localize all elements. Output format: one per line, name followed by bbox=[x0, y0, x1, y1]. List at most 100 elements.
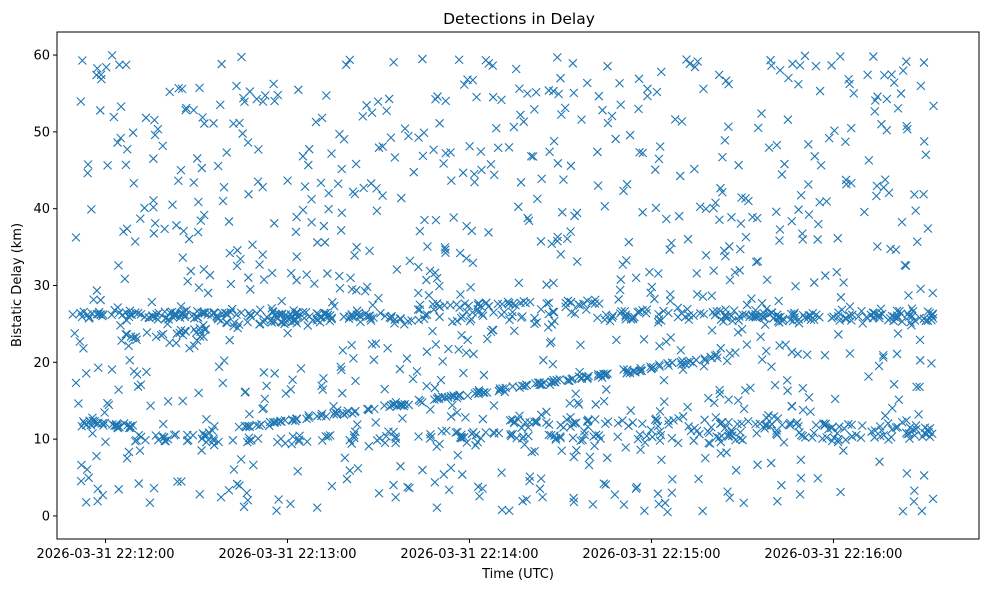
data-point bbox=[101, 437, 110, 447]
data-point bbox=[457, 330, 466, 340]
data-point bbox=[476, 147, 486, 156]
data-point bbox=[195, 83, 204, 93]
data-point bbox=[667, 433, 677, 443]
data-point bbox=[549, 136, 559, 146]
x-tick-label: 2026-03-31 22:14:00 bbox=[400, 547, 538, 562]
data-point bbox=[432, 394, 442, 404]
data-point bbox=[547, 239, 557, 249]
data-point bbox=[517, 434, 527, 443]
data-point bbox=[269, 218, 279, 228]
data-point bbox=[553, 232, 563, 242]
data-point bbox=[376, 308, 385, 318]
data-point bbox=[772, 140, 782, 150]
data-point bbox=[245, 87, 255, 96]
data-point bbox=[653, 421, 663, 431]
data-point bbox=[536, 410, 546, 420]
data-point bbox=[391, 492, 401, 502]
data-point bbox=[324, 204, 334, 214]
data-point bbox=[839, 278, 848, 287]
data-point bbox=[497, 468, 506, 477]
data-point bbox=[431, 339, 441, 349]
data-point bbox=[462, 221, 472, 231]
data-point bbox=[665, 290, 675, 299]
data-point bbox=[390, 318, 399, 328]
data-point bbox=[572, 445, 581, 455]
data-point bbox=[113, 422, 123, 432]
data-point bbox=[214, 437, 223, 447]
data-point bbox=[203, 288, 213, 298]
data-point bbox=[422, 310, 432, 320]
data-point bbox=[199, 264, 209, 274]
data-point bbox=[769, 313, 778, 323]
data-point bbox=[740, 385, 750, 395]
data-point bbox=[288, 375, 297, 385]
data-point bbox=[151, 332, 161, 342]
data-point bbox=[781, 340, 790, 350]
data-point bbox=[590, 441, 599, 451]
data-point bbox=[433, 92, 442, 101]
data-point bbox=[826, 423, 836, 433]
data-point bbox=[165, 308, 175, 318]
data-point bbox=[244, 433, 254, 443]
data-point bbox=[121, 60, 131, 70]
data-point bbox=[764, 143, 774, 152]
data-point bbox=[414, 315, 424, 325]
data-point bbox=[461, 412, 470, 422]
data-point bbox=[710, 310, 720, 320]
data-point bbox=[664, 308, 673, 318]
data-point bbox=[469, 349, 478, 359]
data-point bbox=[569, 497, 579, 507]
data-point bbox=[516, 177, 526, 187]
data-point bbox=[176, 301, 186, 311]
data-point bbox=[272, 437, 282, 447]
data-point bbox=[88, 416, 98, 426]
data-point bbox=[335, 283, 345, 293]
data-point bbox=[737, 419, 747, 429]
data-point bbox=[694, 474, 703, 484]
data-point bbox=[651, 203, 661, 213]
data-point bbox=[738, 435, 747, 445]
data-point bbox=[380, 401, 389, 410]
data-point bbox=[562, 234, 572, 244]
data-point bbox=[312, 503, 322, 512]
data-point bbox=[727, 425, 736, 435]
data-point bbox=[88, 428, 97, 438]
data-point bbox=[270, 311, 280, 321]
data-point bbox=[83, 160, 93, 169]
data-point bbox=[714, 433, 724, 443]
data-point bbox=[145, 498, 155, 508]
data-point bbox=[259, 275, 269, 285]
data-point bbox=[215, 100, 225, 110]
data-point bbox=[911, 206, 921, 215]
data-point bbox=[403, 482, 413, 492]
data-point bbox=[150, 130, 160, 140]
data-point bbox=[919, 58, 929, 67]
data-point bbox=[267, 317, 277, 327]
data-point bbox=[400, 124, 410, 134]
data-point bbox=[661, 337, 671, 347]
data-point bbox=[285, 313, 295, 323]
data-point bbox=[514, 278, 524, 288]
data-point bbox=[646, 362, 656, 372]
data-point bbox=[85, 313, 94, 322]
data-point bbox=[89, 295, 98, 305]
y-tick-label: 10 bbox=[33, 433, 50, 448]
data-point bbox=[114, 484, 124, 494]
data-point bbox=[832, 267, 842, 277]
data-point bbox=[771, 207, 781, 217]
data-point bbox=[149, 229, 159, 238]
data-point bbox=[794, 205, 803, 215]
data-point bbox=[176, 477, 186, 486]
data-point bbox=[319, 221, 329, 231]
data-point bbox=[551, 433, 561, 443]
data-point bbox=[197, 446, 207, 455]
data-point bbox=[737, 193, 746, 202]
data-point bbox=[552, 52, 562, 62]
data-point bbox=[372, 206, 382, 216]
data-point bbox=[327, 481, 337, 491]
data-point bbox=[291, 227, 301, 237]
data-point bbox=[88, 413, 97, 423]
data-point bbox=[692, 269, 702, 278]
data-point bbox=[311, 117, 321, 127]
data-point bbox=[359, 183, 369, 193]
